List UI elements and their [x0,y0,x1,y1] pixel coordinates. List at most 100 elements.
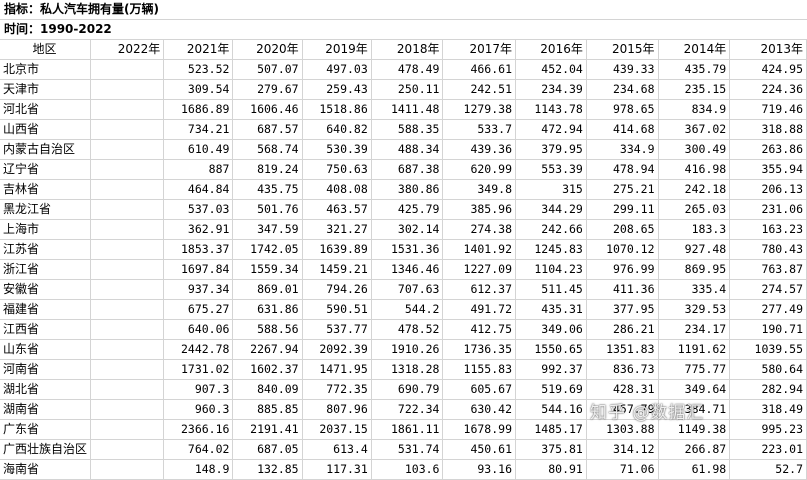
value-cell[interactable]: 613.4 [302,439,372,460]
value-cell[interactable]: 263.86 [729,139,807,160]
value-cell[interactable]: 234.17 [658,319,731,340]
value-cell[interactable]: 435.31 [515,299,587,320]
value-cell[interactable]: 1602.37 [232,359,303,380]
year-header-cell[interactable]: 2014年 [658,39,731,60]
value-cell[interactable]: 588.35 [371,119,444,140]
value-cell[interactable]: 764.02 [163,439,234,460]
value-cell[interactable]: 907.3 [163,379,234,400]
value-cell[interactable]: 234.68 [586,79,659,100]
value-cell[interactable]: 61.98 [658,459,731,480]
year-header-cell[interactable]: 2022年 [90,39,165,60]
region-cell[interactable]: 海南省 [0,459,92,480]
value-cell[interactable]: 299.11 [586,199,659,220]
value-cell[interactable]: 223.01 [729,439,807,460]
value-cell[interactable] [90,59,165,80]
value-cell[interactable]: 274.38 [442,219,516,240]
value-cell[interactable]: 530.39 [302,139,372,160]
value-cell[interactable]: 425.79 [371,199,444,220]
value-cell[interactable]: 355.94 [729,159,807,180]
value-cell[interactable] [90,419,165,440]
value-cell[interactable]: 885.85 [232,399,303,420]
value-cell[interactable]: 836.73 [586,359,659,380]
value-cell[interactable]: 318.88 [729,119,807,140]
value-cell[interactable] [90,79,165,100]
value-cell[interactable]: 375.81 [515,439,587,460]
value-cell[interactable]: 1550.65 [515,339,587,360]
value-cell[interactable]: 544.16 [515,399,587,420]
value-cell[interactable]: 416.98 [658,159,731,180]
value-cell[interactable]: 206.13 [729,179,807,200]
value-cell[interactable]: 52.7 [729,459,807,480]
value-cell[interactable]: 1303.88 [586,419,659,440]
value-cell[interactable]: 1279.38 [442,99,516,120]
value-cell[interactable]: 612.37 [442,279,516,300]
value-cell[interactable]: 132.85 [232,459,303,480]
value-cell[interactable]: 978.65 [586,99,659,120]
value-cell[interactable]: 274.57 [729,279,807,300]
value-cell[interactable]: 148.9 [163,459,234,480]
value-cell[interactable]: 457.79 [586,399,659,420]
value-cell[interactable]: 412.75 [442,319,516,340]
year-header-cell[interactable]: 2015年 [586,39,659,60]
value-cell[interactable] [90,259,165,280]
value-cell[interactable]: 1639.89 [302,239,372,260]
value-cell[interactable]: 707.63 [371,279,444,300]
value-cell[interactable]: 992.37 [515,359,587,380]
value-cell[interactable]: 819.24 [232,159,303,180]
region-cell[interactable]: 江苏省 [0,239,92,260]
year-header-cell[interactable]: 2018年 [371,39,444,60]
value-cell[interactable]: 439.36 [442,139,516,160]
value-cell[interactable]: 259.43 [302,79,372,100]
value-cell[interactable]: 279.67 [232,79,303,100]
value-cell[interactable] [90,139,165,160]
value-cell[interactable]: 1853.37 [163,239,234,260]
value-cell[interactable]: 424.95 [729,59,807,80]
value-cell[interactable]: 408.08 [302,179,372,200]
value-cell[interactable]: 435.79 [658,59,731,80]
year-header-cell[interactable]: 2013年 [729,39,807,60]
value-cell[interactable]: 190.71 [729,319,807,340]
value-cell[interactable]: 537.03 [163,199,234,220]
value-cell[interactable]: 1731.02 [163,359,234,380]
value-cell[interactable]: 411.36 [586,279,659,300]
period-cell[interactable]: 时间：1990-2022 [0,19,807,40]
value-cell[interactable]: 927.48 [658,239,731,260]
region-header-cell[interactable]: 地区 [0,39,92,60]
value-cell[interactable]: 1245.83 [515,239,587,260]
value-cell[interactable]: 590.51 [302,299,372,320]
value-cell[interactable]: 1459.21 [302,259,372,280]
value-cell[interactable]: 2037.15 [302,419,372,440]
value-cell[interactable]: 384.71 [658,399,731,420]
value-cell[interactable]: 266.87 [658,439,731,460]
value-cell[interactable]: 2366.16 [163,419,234,440]
value-cell[interactable]: 1678.99 [442,419,516,440]
value-cell[interactable]: 763.87 [729,259,807,280]
value-cell[interactable]: 347.59 [232,219,303,240]
value-cell[interactable]: 1318.28 [371,359,444,380]
value-cell[interactable]: 1697.84 [163,259,234,280]
value-cell[interactable]: 367.02 [658,119,731,140]
value-cell[interactable]: 231.06 [729,199,807,220]
region-cell[interactable]: 山西省 [0,119,92,140]
value-cell[interactable]: 450.61 [442,439,516,460]
value-cell[interactable]: 235.15 [658,79,731,100]
value-cell[interactable]: 553.39 [515,159,587,180]
value-cell[interactable]: 464.84 [163,179,234,200]
value-cell[interactable]: 1070.12 [586,239,659,260]
value-cell[interactable]: 1861.11 [371,419,444,440]
value-cell[interactable]: 466.61 [442,59,516,80]
value-cell[interactable]: 1686.89 [163,99,234,120]
value-cell[interactable]: 588.56 [232,319,303,340]
value-cell[interactable]: 1191.62 [658,339,731,360]
value-cell[interactable]: 302.14 [371,219,444,240]
value-cell[interactable]: 887 [163,159,234,180]
value-cell[interactable]: 250.11 [371,79,444,100]
value-cell[interactable]: 265.03 [658,199,731,220]
value-cell[interactable]: 183.3 [658,219,731,240]
value-cell[interactable]: 976.99 [586,259,659,280]
region-cell[interactable]: 广东省 [0,419,92,440]
year-header-cell[interactable]: 2019年 [302,39,372,60]
region-cell[interactable]: 吉林省 [0,179,92,200]
value-cell[interactable] [90,399,165,420]
value-cell[interactable] [90,279,165,300]
